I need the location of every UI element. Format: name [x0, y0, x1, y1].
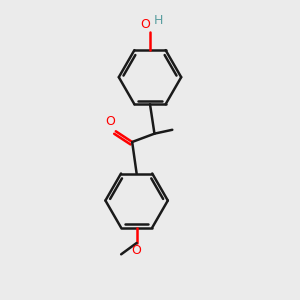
Text: O: O [106, 115, 116, 128]
Text: O: O [141, 18, 151, 32]
Text: O: O [132, 244, 142, 257]
Text: H: H [154, 14, 163, 27]
